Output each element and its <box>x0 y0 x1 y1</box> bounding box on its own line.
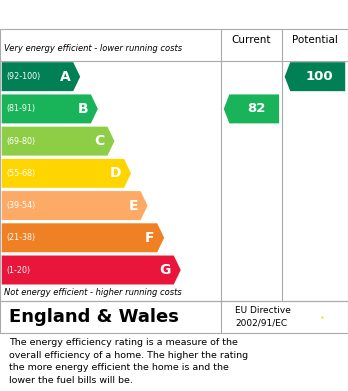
Text: B: B <box>78 102 88 116</box>
Text: G: G <box>160 263 171 277</box>
Text: 82: 82 <box>247 102 266 115</box>
Text: Not energy efficient - higher running costs: Not energy efficient - higher running co… <box>4 288 182 297</box>
Text: C: C <box>94 134 105 148</box>
Polygon shape <box>2 256 181 285</box>
Text: (1-20): (1-20) <box>6 265 30 274</box>
Text: England & Wales: England & Wales <box>9 308 179 326</box>
Text: (81-91): (81-91) <box>6 104 35 113</box>
Polygon shape <box>2 223 164 252</box>
Text: Current: Current <box>232 35 271 45</box>
Text: EU Directive
2002/91/EC: EU Directive 2002/91/EC <box>235 307 291 328</box>
Text: E: E <box>128 199 138 213</box>
Text: (55-68): (55-68) <box>6 169 35 178</box>
Polygon shape <box>2 127 114 156</box>
Text: D: D <box>110 166 121 180</box>
Text: Potential: Potential <box>292 35 338 45</box>
Polygon shape <box>2 95 98 124</box>
Text: (21-38): (21-38) <box>6 233 35 242</box>
Text: F: F <box>145 231 155 245</box>
Text: The energy efficiency rating is a measure of the
overall efficiency of a home. T: The energy efficiency rating is a measur… <box>9 338 248 385</box>
Text: (92-100): (92-100) <box>6 72 40 81</box>
Text: 100: 100 <box>306 70 334 83</box>
Polygon shape <box>2 191 148 220</box>
Text: Energy Efficiency Rating: Energy Efficiency Rating <box>9 7 230 22</box>
Text: Very energy efficient - lower running costs: Very energy efficient - lower running co… <box>4 44 182 53</box>
Polygon shape <box>2 159 131 188</box>
Text: A: A <box>60 70 70 84</box>
Text: (39-54): (39-54) <box>6 201 35 210</box>
Polygon shape <box>285 62 345 91</box>
Polygon shape <box>2 62 80 91</box>
Polygon shape <box>224 95 279 124</box>
Text: (69-80): (69-80) <box>6 136 35 145</box>
